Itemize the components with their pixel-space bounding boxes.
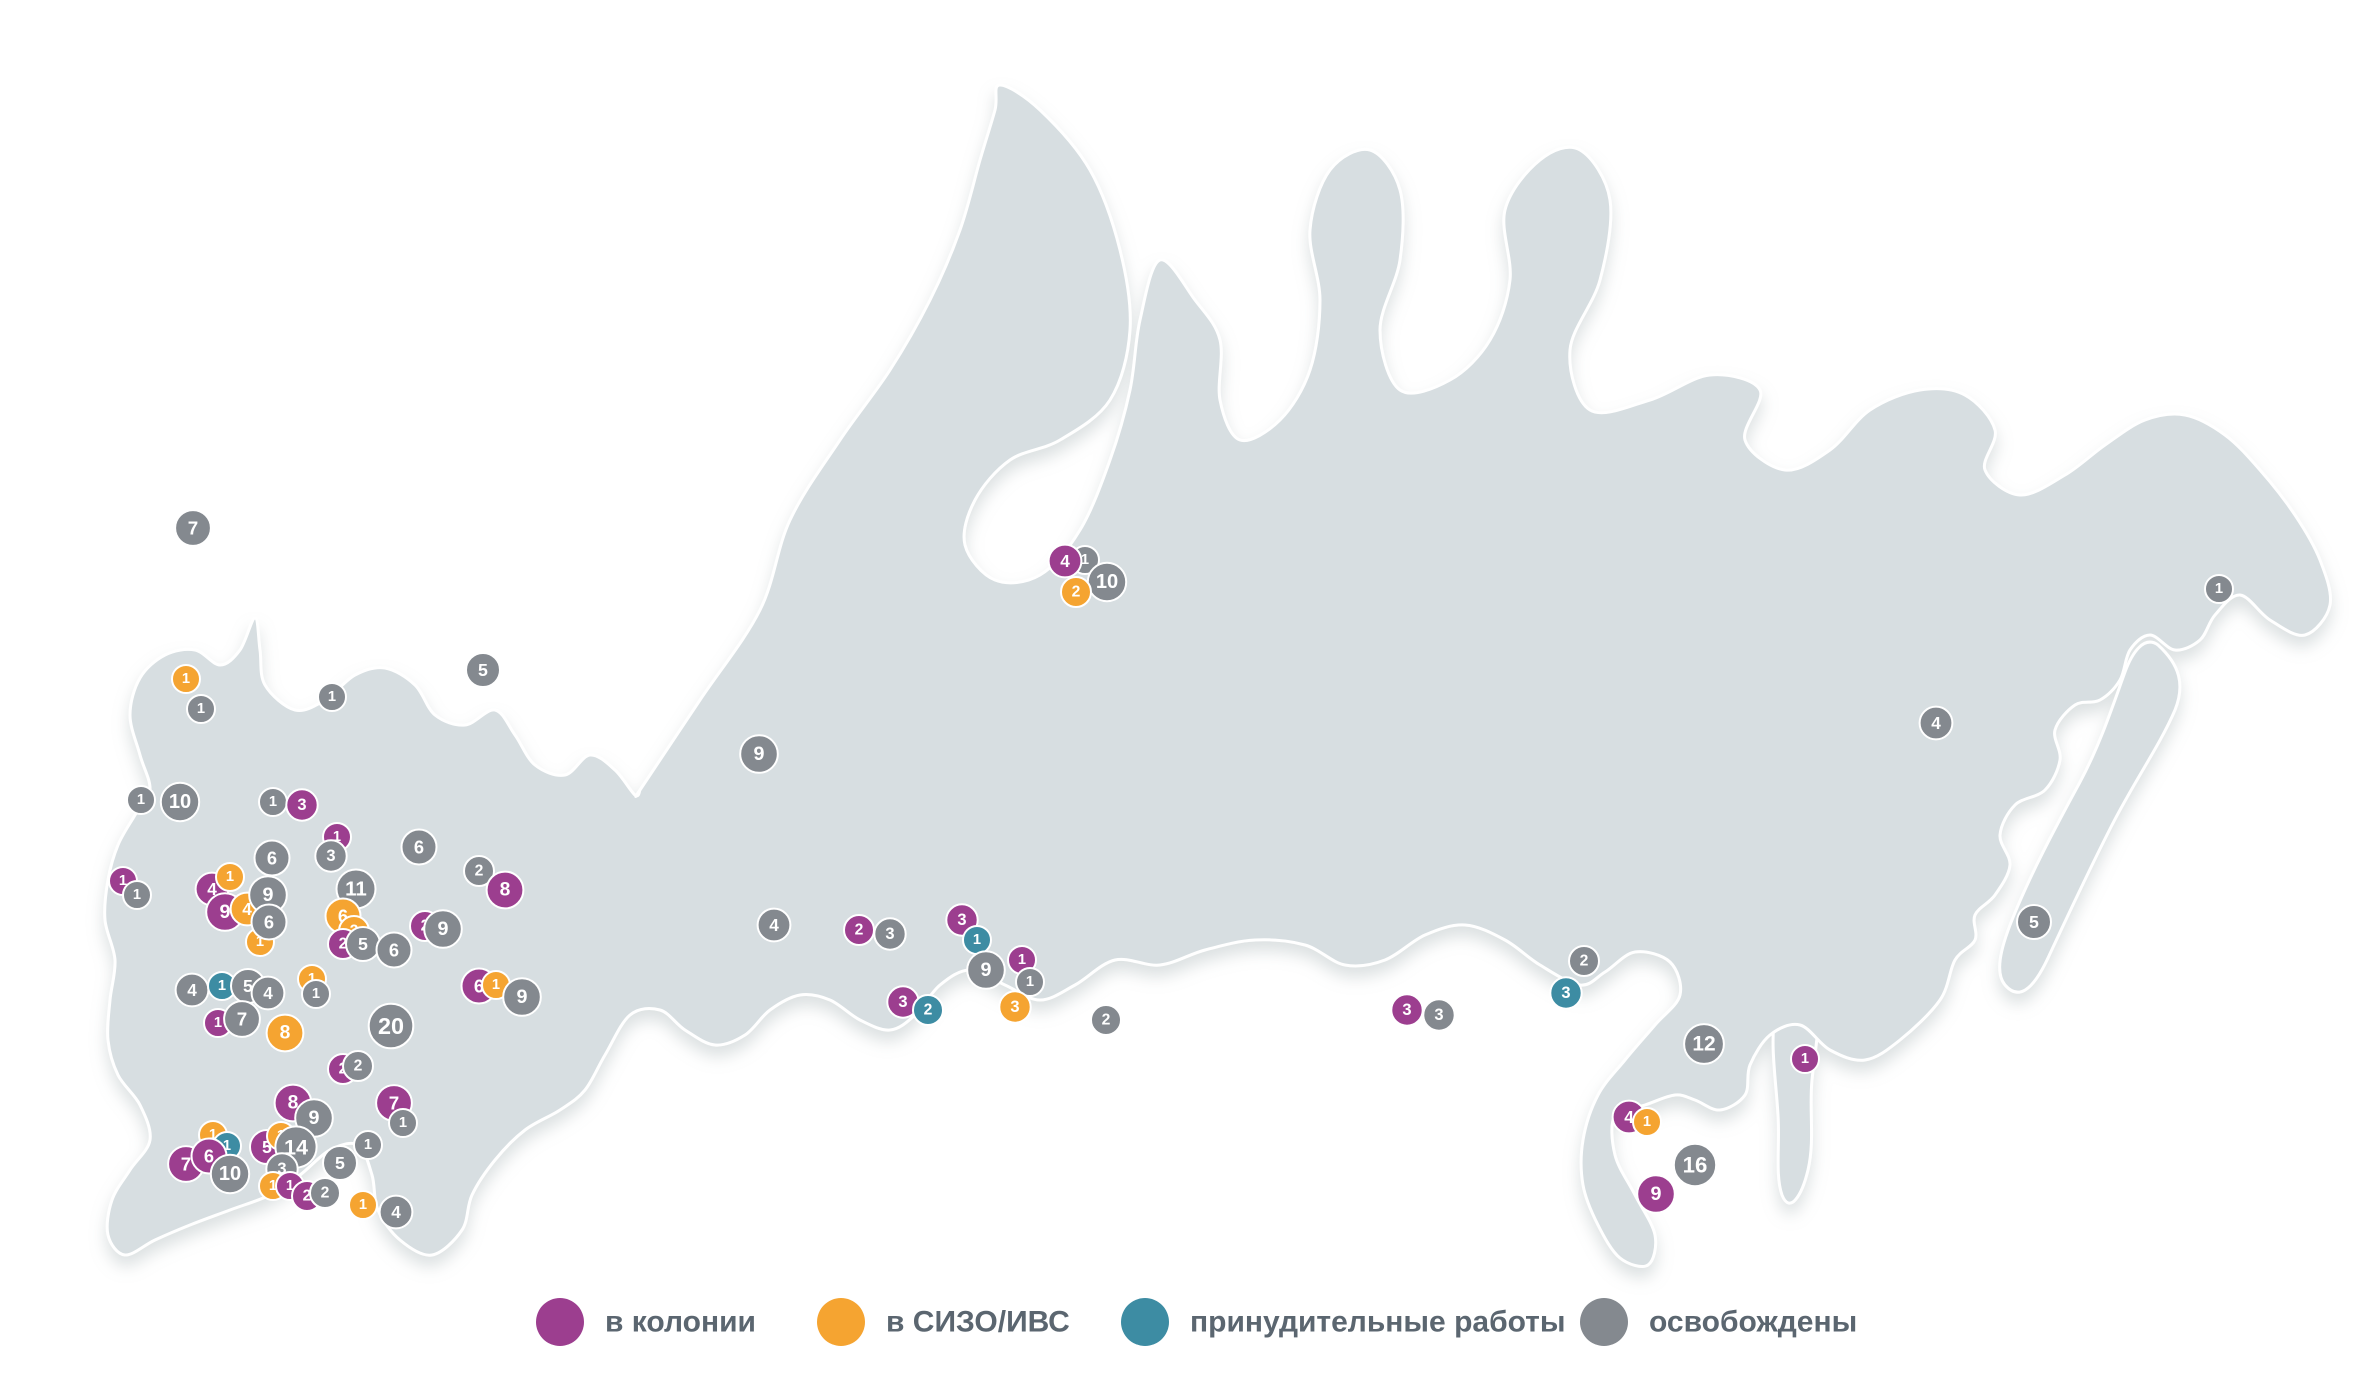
svg-text:9: 9 — [981, 959, 992, 981]
svg-text:1: 1 — [1801, 1051, 1809, 1067]
svg-text:20: 20 — [378, 1013, 404, 1039]
svg-text:9: 9 — [1651, 1183, 1662, 1205]
svg-text:4: 4 — [263, 983, 273, 1003]
svg-text:в СИЗО/ИВС: в СИЗО/ИВС — [886, 1306, 1070, 1339]
svg-text:2: 2 — [855, 922, 864, 939]
svg-text:2: 2 — [1102, 1012, 1111, 1029]
svg-text:1: 1 — [359, 1197, 367, 1213]
svg-text:3: 3 — [297, 796, 306, 814]
svg-text:6: 6 — [204, 1146, 214, 1167]
svg-text:1: 1 — [312, 986, 320, 1002]
svg-text:9: 9 — [220, 901, 231, 923]
svg-text:2: 2 — [1580, 953, 1589, 970]
svg-text:9: 9 — [263, 884, 274, 906]
svg-text:освобождены: освобождены — [1649, 1306, 1857, 1339]
svg-text:6: 6 — [267, 848, 277, 869]
svg-text:5: 5 — [335, 1153, 345, 1173]
svg-text:1: 1 — [197, 701, 205, 717]
svg-text:1: 1 — [182, 671, 190, 687]
svg-text:7: 7 — [237, 1009, 247, 1030]
svg-text:11: 11 — [345, 878, 367, 901]
svg-text:3: 3 — [898, 993, 907, 1011]
svg-text:1: 1 — [364, 1137, 372, 1153]
svg-text:3: 3 — [885, 925, 894, 943]
svg-text:1: 1 — [1643, 1114, 1651, 1130]
svg-text:4: 4 — [1060, 551, 1070, 571]
svg-text:2: 2 — [1072, 584, 1081, 601]
svg-text:3: 3 — [957, 911, 966, 929]
svg-text:6: 6 — [264, 912, 274, 933]
svg-text:2: 2 — [475, 863, 484, 880]
svg-text:1: 1 — [973, 932, 981, 948]
svg-text:7: 7 — [181, 1154, 191, 1175]
svg-text:1: 1 — [399, 1115, 407, 1131]
svg-text:1: 1 — [137, 792, 145, 808]
svg-text:5: 5 — [358, 934, 368, 954]
svg-text:9: 9 — [517, 986, 528, 1008]
svg-text:1: 1 — [1018, 952, 1026, 968]
svg-text:2: 2 — [924, 1002, 933, 1019]
svg-text:1: 1 — [269, 794, 277, 810]
svg-text:4: 4 — [391, 1202, 401, 1222]
svg-text:1: 1 — [492, 977, 500, 993]
svg-text:принудительные работы: принудительные работы — [1190, 1306, 1566, 1339]
svg-text:5: 5 — [2029, 912, 2039, 932]
svg-text:2: 2 — [321, 1185, 330, 1202]
svg-text:16: 16 — [1683, 1153, 1708, 1178]
svg-text:3: 3 — [1402, 1001, 1411, 1019]
svg-text:6: 6 — [414, 837, 424, 858]
svg-text:1: 1 — [1026, 974, 1034, 990]
svg-text:9: 9 — [754, 743, 765, 765]
svg-text:10: 10 — [219, 1163, 241, 1185]
svg-text:12: 12 — [1692, 1033, 1715, 1056]
svg-text:8: 8 — [280, 1023, 291, 1044]
svg-text:1: 1 — [218, 978, 226, 994]
svg-text:1: 1 — [133, 887, 141, 903]
svg-text:10: 10 — [1096, 571, 1118, 593]
svg-text:6: 6 — [389, 940, 399, 961]
svg-text:1: 1 — [328, 689, 336, 705]
svg-text:4: 4 — [1931, 713, 1941, 733]
svg-text:в колонии: в колонии — [605, 1306, 756, 1339]
svg-text:4: 4 — [187, 980, 197, 1000]
svg-text:4: 4 — [769, 915, 779, 935]
svg-text:3: 3 — [1010, 998, 1019, 1016]
svg-text:10: 10 — [169, 791, 191, 813]
svg-text:2: 2 — [354, 1058, 363, 1075]
svg-text:9: 9 — [438, 918, 449, 940]
svg-text:9: 9 — [309, 1107, 320, 1129]
svg-text:1: 1 — [214, 1015, 222, 1031]
svg-text:1: 1 — [2215, 581, 2223, 597]
svg-text:3: 3 — [1434, 1006, 1443, 1024]
svg-text:1: 1 — [226, 869, 234, 885]
svg-text:7: 7 — [188, 518, 198, 539]
svg-text:3: 3 — [326, 847, 335, 865]
svg-text:5: 5 — [478, 660, 488, 680]
svg-text:8: 8 — [500, 880, 511, 901]
svg-text:3: 3 — [1561, 984, 1570, 1002]
